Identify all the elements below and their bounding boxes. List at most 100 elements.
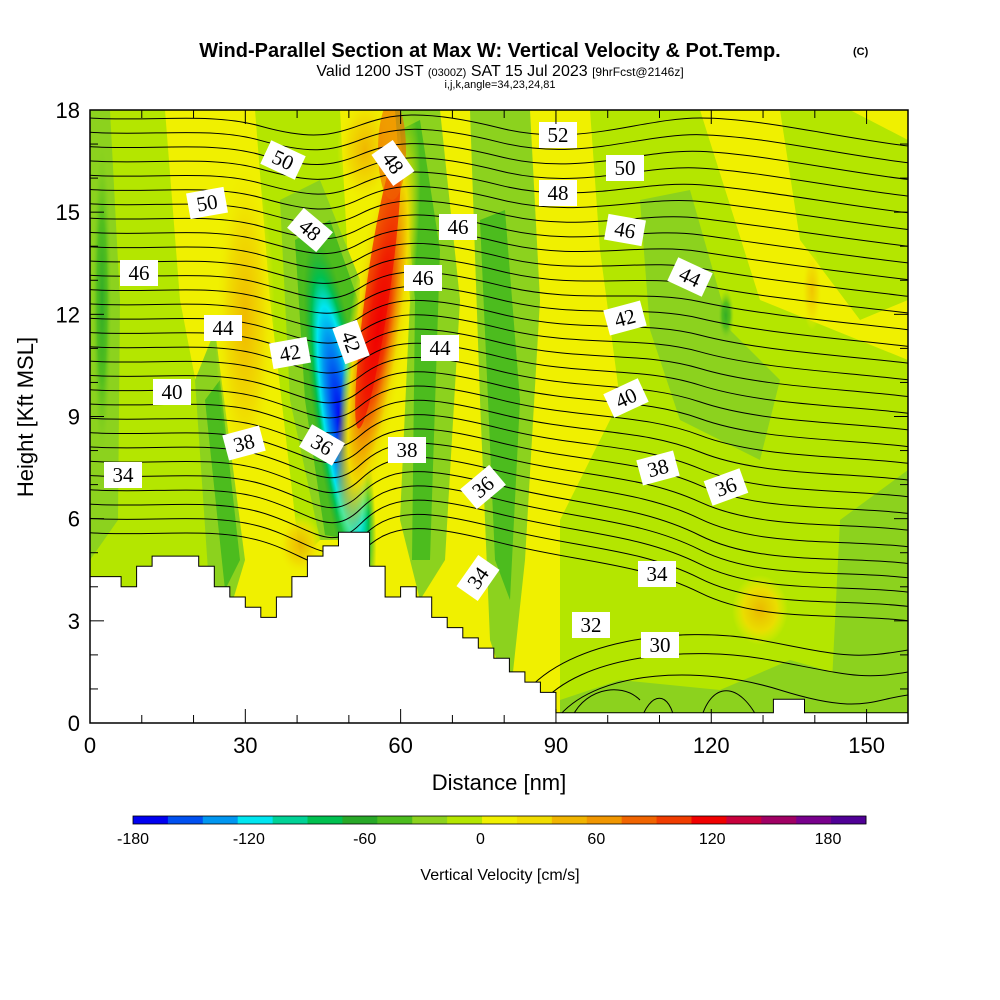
colorbar-swatch <box>307 816 343 824</box>
contour-label: 34 <box>104 462 142 488</box>
colorbar-swatch <box>621 816 658 824</box>
contour-label-text: 44 <box>430 336 452 360</box>
colorbar-swatch <box>691 816 727 824</box>
contour-label-box <box>269 336 311 370</box>
colorbar-swatch <box>133 816 169 824</box>
contour-label-box <box>260 140 306 180</box>
theta-contour-line-low <box>699 690 761 723</box>
blob-updraft-core <box>355 151 401 429</box>
band-green-far-east <box>830 470 908 723</box>
chart-title: Wind-Parallel Section at Max W: Vertical… <box>199 40 780 62</box>
contour-label-text: 44 <box>213 316 235 340</box>
contour-label-box <box>667 257 713 297</box>
theta-contour-line <box>90 200 908 247</box>
chart-subtitle: Valid 1200 JST (0300Z) SAT 15 Jul 2023 [… <box>316 63 683 80</box>
contour-label-box <box>703 468 749 506</box>
contour-label: 30 <box>641 632 679 658</box>
x-tick-label: 30 <box>233 733 257 758</box>
contour-label-box <box>299 424 345 466</box>
contour-label-text: 46 <box>413 266 434 290</box>
theta-contour-line <box>90 528 908 622</box>
contour-label-box <box>287 207 333 253</box>
contour-label-text: 50 <box>195 189 220 216</box>
contour-label-text: 42 <box>278 339 303 366</box>
contour-label-box <box>539 122 577 148</box>
band-light-green-nw <box>780 110 908 320</box>
theta-contour-line <box>90 499 908 593</box>
colorbar-swatch <box>272 816 309 824</box>
contour-label-box <box>404 265 442 291</box>
contour-label: 50 <box>606 155 644 181</box>
y-tick-label: 18 <box>56 98 80 123</box>
contour-label-box <box>186 186 228 220</box>
contour-label-box <box>641 632 679 658</box>
colorbar-swatch <box>796 816 832 824</box>
theta-contour-line <box>90 228 908 281</box>
colorbar-swatch <box>237 816 274 824</box>
contour-label: 42 <box>603 300 647 336</box>
contour-label-box <box>332 319 370 365</box>
contour-label: 44 <box>204 315 242 341</box>
theta-contour-line-low <box>559 674 908 716</box>
colorbar-swatch <box>377 816 413 824</box>
subtitle-date: SAT 15 Jul 2023 <box>471 63 588 80</box>
band-mid-green-1 <box>205 380 240 590</box>
colorbar-swatch <box>831 816 867 824</box>
theta-contour-line-low <box>539 653 908 706</box>
contour-label-text: 38 <box>397 438 418 462</box>
colorbar-swatch <box>202 816 239 824</box>
contour-label-box <box>388 437 426 463</box>
theta-contour-line <box>90 385 908 464</box>
colorbar: -180 -120 -60 0 60 120 180 <box>117 815 867 848</box>
colorbar-swatch <box>516 816 553 824</box>
contour-label-text: 46 <box>448 215 469 239</box>
theta-contour-line <box>90 143 908 180</box>
colorbar-swatch <box>726 816 762 824</box>
colorbar-swatch <box>656 816 692 824</box>
colorbar-swatch <box>342 816 378 824</box>
theta-contour-line <box>90 128 908 164</box>
contour-label-box <box>153 379 191 405</box>
contour-label-box <box>638 561 676 587</box>
theta-contour-line <box>90 471 908 564</box>
colorbar-label: Vertical Velocity [cm/s] <box>420 867 579 884</box>
contour-label-text: 46 <box>129 261 150 285</box>
band-green-east <box>640 190 780 460</box>
contour-label-text: 32 <box>581 613 602 637</box>
y-axis-label: Height [Kft MSL] <box>13 337 38 497</box>
blob-green-nw <box>92 140 112 460</box>
x-tick-label: 60 <box>388 733 412 758</box>
contour-label-box <box>603 300 647 336</box>
y-tick-label: 3 <box>68 609 80 634</box>
contour-label: 32 <box>572 612 610 638</box>
contour-label-text: 52 <box>548 123 569 147</box>
contour-label-text: 34 <box>647 562 669 586</box>
blob-orange-east-hi <box>802 250 822 330</box>
contour-label-box <box>456 554 500 602</box>
contour-label-box <box>371 139 415 187</box>
copyright-mark: (C) <box>853 46 869 58</box>
contour-label: 38 <box>388 437 426 463</box>
contour-label: 34 <box>638 561 676 587</box>
theta-contour-line <box>90 371 908 448</box>
y-tick-label: 9 <box>68 405 80 430</box>
y-tick-label: 15 <box>56 200 80 225</box>
contour-label: 42 <box>269 336 311 370</box>
contour-label: 36 <box>703 468 749 506</box>
x-tick-label: 0 <box>84 733 96 758</box>
contour-label: 40 <box>153 379 191 405</box>
colorbar-swatch <box>412 816 448 824</box>
contour-label: 46 <box>120 260 158 286</box>
contour-label-box <box>104 462 142 488</box>
terrain <box>90 531 908 723</box>
subtitle-valid: Valid 1200 JST <box>316 63 424 80</box>
contour-label: 38 <box>636 450 680 486</box>
theta-contour-line-low <box>519 634 908 701</box>
colorbar-tick-label: -180 <box>117 831 149 848</box>
contour-label-text: 34 <box>113 463 135 487</box>
contour-label-box <box>604 213 646 247</box>
colorbar-swatch <box>482 816 518 824</box>
